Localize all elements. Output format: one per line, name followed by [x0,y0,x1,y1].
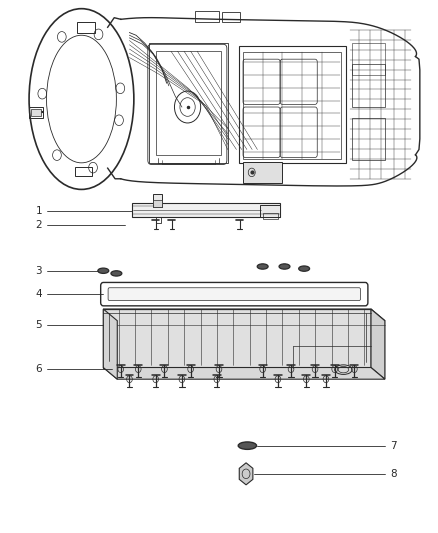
Bar [352,43,385,75]
Text: 1: 1 [35,206,42,216]
Bar [152,200,162,207]
Ellipse shape [299,266,310,271]
Polygon shape [103,368,385,379]
Bar [149,43,228,163]
Polygon shape [239,463,253,485]
Polygon shape [371,309,385,379]
Ellipse shape [111,271,122,276]
Bar [31,109,41,116]
Text: 2: 2 [35,220,42,230]
Bar [352,118,385,160]
Bar [223,12,240,22]
Ellipse shape [98,268,109,273]
Bar [155,51,221,155]
Polygon shape [103,309,385,321]
Bar [239,46,346,163]
Bar [155,216,161,223]
Bar [132,203,280,217]
FancyBboxPatch shape [108,288,360,301]
Ellipse shape [257,264,268,269]
Bar [29,107,43,118]
Bar [263,213,279,219]
Ellipse shape [238,442,257,449]
Text: 8: 8 [390,469,397,479]
Text: 3: 3 [35,266,42,276]
Polygon shape [103,309,371,368]
Bar [152,194,162,207]
Polygon shape [103,309,117,379]
Text: 6: 6 [35,364,42,374]
Ellipse shape [279,264,290,269]
Text: 4: 4 [35,289,42,299]
Bar [243,52,341,159]
Bar [352,64,385,107]
Bar [243,163,283,182]
Bar [261,205,280,217]
Text: 7: 7 [390,441,397,451]
Bar [195,11,219,22]
Text: 5: 5 [35,320,42,330]
